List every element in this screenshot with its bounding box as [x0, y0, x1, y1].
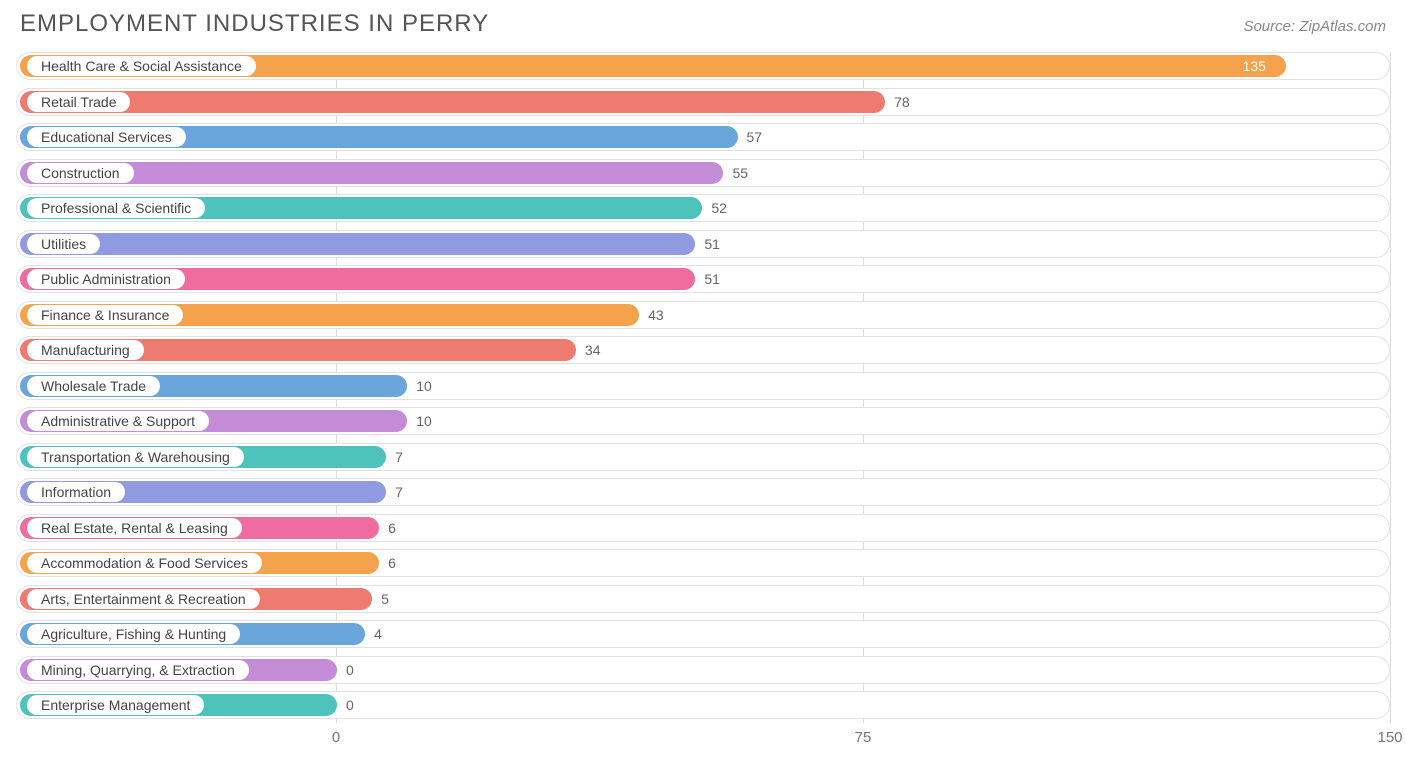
bar-row: Information 7: [16, 478, 1390, 506]
bar-value: 10: [416, 373, 432, 399]
bar-label: Agriculture, Fishing & Hunting: [27, 624, 240, 644]
bar-row: Enterprise Management 0: [16, 691, 1390, 719]
bar-value: 0: [346, 692, 354, 718]
bar-label: Professional & Scientific: [27, 198, 205, 218]
bar-label: Administrative & Support: [27, 411, 209, 431]
bar-row: Administrative & Support 10: [16, 407, 1390, 435]
bar-label: Wholesale Trade: [27, 376, 160, 396]
bar-label: Real Estate, Rental & Leasing: [27, 518, 242, 538]
bar-value: 0: [346, 657, 354, 683]
gridline: [1390, 52, 1391, 723]
bar-row: Health Care & Social Assistance 135: [16, 52, 1390, 80]
axis-tick: 150: [1377, 729, 1402, 746]
bar-label: Manufacturing: [27, 340, 144, 360]
bar-label: Health Care & Social Assistance: [27, 56, 256, 76]
bar-label: Arts, Entertainment & Recreation: [27, 589, 260, 609]
chart-title: EMPLOYMENT INDUSTRIES IN PERRY: [20, 10, 489, 38]
x-axis: 075150: [16, 727, 1390, 751]
bar-row: Mining, Quarrying, & Extraction 0: [16, 656, 1390, 684]
bar-value: 51: [704, 231, 720, 257]
bar-value: 10: [416, 408, 432, 434]
bars-container: Health Care & Social Assistance 135 Retail…: [16, 52, 1390, 719]
bar-label: Educational Services: [27, 127, 186, 147]
bar-value: 135: [1243, 53, 1389, 79]
chart-header: EMPLOYMENT INDUSTRIES IN PERRY Source: Z…: [16, 10, 1390, 38]
bar-label: Enterprise Management: [27, 695, 204, 715]
bar-label: Finance & Insurance: [27, 305, 183, 325]
bar-label: Transportation & Warehousing: [27, 447, 244, 467]
bar-row: Manufacturing 34: [16, 336, 1390, 364]
axis-tick: 75: [855, 729, 872, 746]
bar-label: Construction: [27, 163, 134, 183]
bar-row: Finance & Insurance 43: [16, 301, 1390, 329]
bar-value: 5: [381, 586, 389, 612]
bar-value: 51: [704, 266, 720, 292]
bar-value: 57: [747, 124, 763, 150]
bar-row: Professional & Scientific 52: [16, 194, 1390, 222]
bar-row: Transportation & Warehousing 7: [16, 443, 1390, 471]
chart-source: Source: ZipAtlas.com: [1243, 18, 1386, 35]
bar-row: Agriculture, Fishing & Hunting 4: [16, 620, 1390, 648]
bar-label: Utilities: [27, 234, 100, 254]
bar-label: Information: [27, 482, 125, 502]
bar-value: 4: [374, 621, 382, 647]
bar-value: 55: [732, 160, 748, 186]
bar-label: Retail Trade: [27, 92, 130, 112]
bar-label: Mining, Quarrying, & Extraction: [27, 660, 249, 680]
bar-row: Construction 55: [16, 159, 1390, 187]
bar-row: Educational Services 57: [16, 123, 1390, 151]
axis-tick: 0: [332, 729, 340, 746]
bar-value: 7: [395, 444, 403, 470]
bar-row: Arts, Entertainment & Recreation 5: [16, 585, 1390, 613]
bar-value: 7: [395, 479, 403, 505]
bar-label: Public Administration: [27, 269, 185, 289]
bar-value: 34: [585, 337, 601, 363]
bar-row: Utilities 51: [16, 230, 1390, 258]
bar-row: Public Administration 51: [16, 265, 1390, 293]
bar-row: Retail Trade 78: [16, 88, 1390, 116]
bar-fill: [20, 91, 885, 113]
chart-area: Health Care & Social Assistance 135 Retail…: [16, 52, 1390, 751]
bar-fill: [20, 233, 695, 255]
bar-row: Accommodation & Food Services 6: [16, 549, 1390, 577]
bar-value: 6: [388, 550, 396, 576]
bar-value: 43: [648, 302, 664, 328]
bar-value: 52: [711, 195, 727, 221]
bar-row: Wholesale Trade 10: [16, 372, 1390, 400]
bar-value: 6: [388, 515, 396, 541]
bar-row: Real Estate, Rental & Leasing 6: [16, 514, 1390, 542]
bar-value: 78: [894, 89, 910, 115]
bar-label: Accommodation & Food Services: [27, 553, 262, 573]
